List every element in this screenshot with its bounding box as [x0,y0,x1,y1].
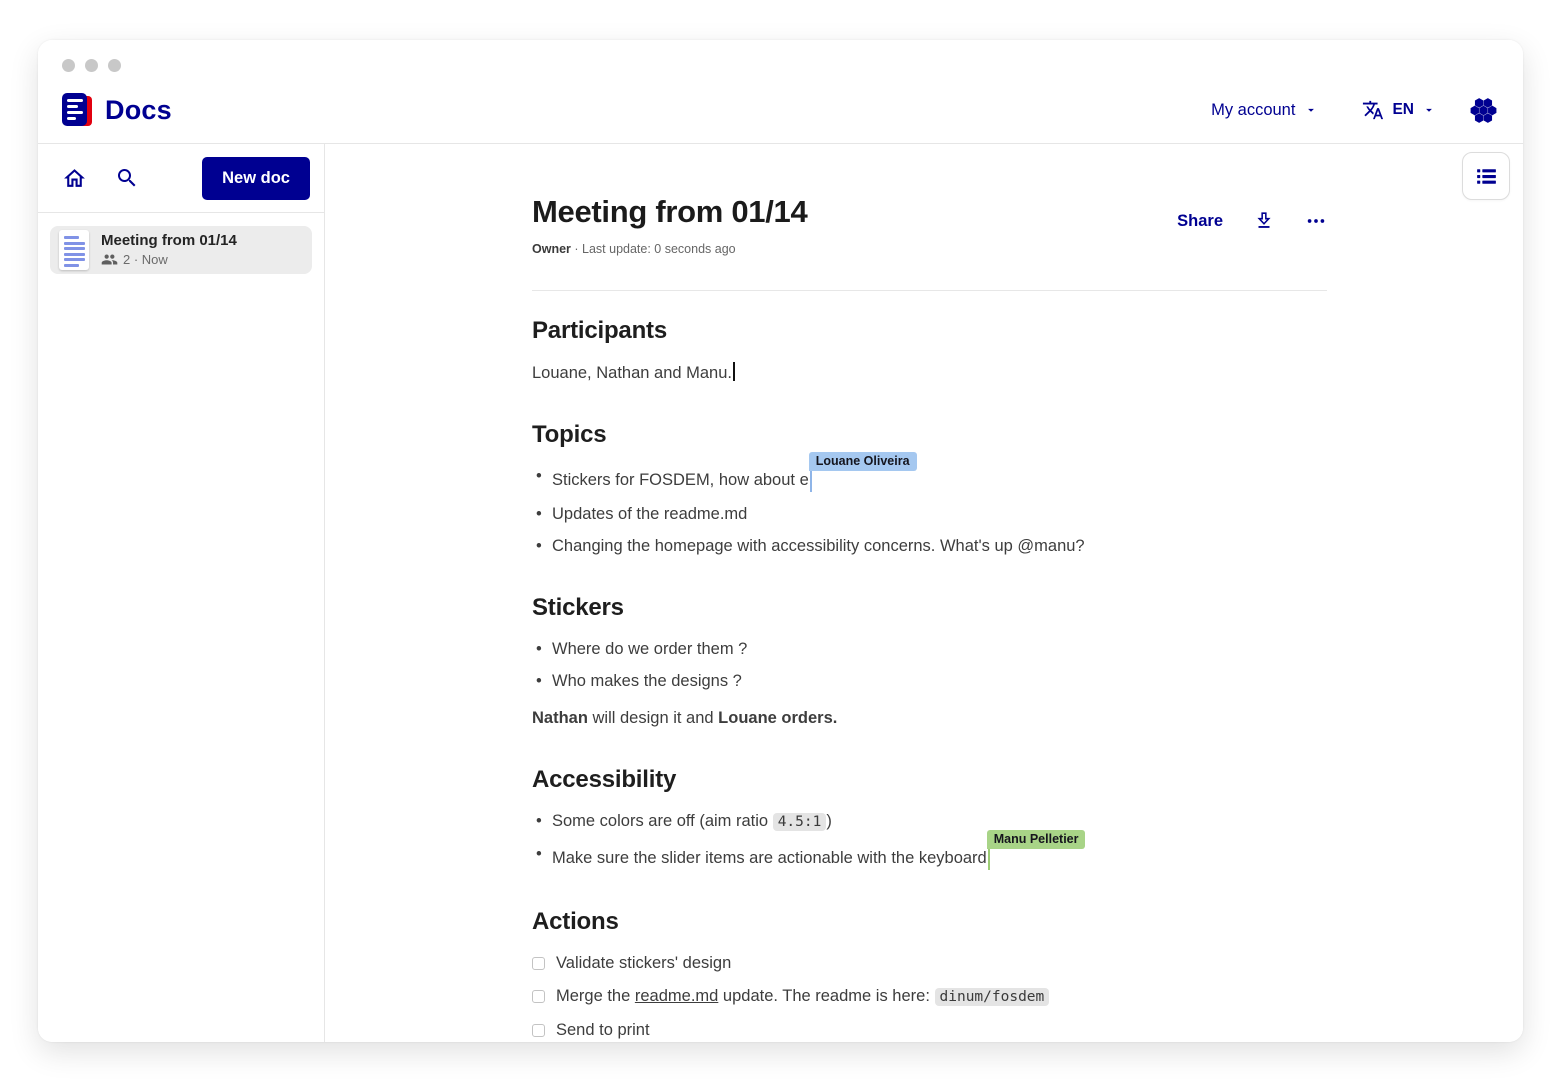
section-heading-actions: Actions [532,908,619,935]
section-heading-participants: Participants [532,317,667,344]
title-divider [532,290,1327,291]
remote-cursor-label: Louane Oliveira [808,452,917,471]
document-editor[interactable]: Meeting from 01/14 Owner · Last update: … [532,144,1327,1042]
window-dot[interactable] [62,59,75,72]
toc-list-icon [1474,164,1499,189]
bullet-item: Changing the homepage with accessibility… [532,536,1327,556]
code-chip: dinum/fosdem [934,988,1050,1006]
document-pane: Meeting from 01/14 Owner · Last update: … [325,144,1523,1042]
bullet-item: Where do we order them ? [532,639,1327,659]
stickers-note: Nathan will design it and Louane orders. [532,709,838,727]
download-icon[interactable] [1253,210,1275,232]
window-dot[interactable] [108,59,121,72]
window-dot[interactable] [85,59,98,72]
app-window: Docs My account EN [38,40,1523,1042]
bullet-item: Updates of the readme.md [532,504,1327,524]
my-account-menu[interactable]: My account [1211,101,1318,120]
chevron-down-icon [1304,103,1318,117]
language-selector[interactable]: EN [1362,99,1436,121]
doc-item-title: Meeting from 01/14 [101,232,237,249]
remote-cursor-label: Manu Pelletier [986,830,1086,849]
task-list: Validate stickers' design Merge the read… [532,953,1327,1040]
remote-cursor-louane: Louane Oliveira [808,452,917,492]
document-icon [59,230,89,270]
new-doc-button[interactable]: New doc [202,156,310,200]
sidebar-doc-item[interactable]: Meeting from 01/14 2 · Now [50,226,312,274]
task-item: Merge the readme.md update. The readme i… [532,986,1327,1007]
ellipsis-menu-icon[interactable] [1305,210,1327,232]
task-checkbox[interactable] [532,990,545,1003]
table-of-contents-button[interactable] [1462,152,1510,200]
readme-link[interactable]: readme.md [634,987,719,1005]
code-chip: 4.5:1 [772,813,827,831]
section-heading-topics: Topics [532,421,607,448]
app-logo[interactable]: Docs [62,93,172,127]
owner-badge: Owner [532,242,571,256]
task-checkbox[interactable] [532,956,545,970]
doc-item-collab-count: 2 [123,252,131,267]
bullet-item: Some colors are off (aim ratio 4.5:1) [532,811,1327,832]
participants-text: Louane, Nathan and Manu. [532,362,1327,383]
app-title: Docs [105,94,172,125]
window-controls[interactable] [62,59,121,72]
last-update-text: · Last update: 0 seconds ago [570,242,736,256]
section-heading-stickers: Stickers [532,594,624,621]
task-item: Send to print [532,1020,1327,1040]
remote-cursor-manu: Manu Pelletier [986,830,1086,870]
doc-item-time: · Now [130,252,168,267]
stickers-list: Where do we order them ? Who makes the d… [532,639,1327,691]
language-code: EN [1392,101,1414,118]
top-header: Docs My account EN [38,40,1523,144]
search-icon[interactable] [115,166,139,190]
accessibility-list: Some colors are off (aim ratio 4.5:1) Ma… [532,811,1327,870]
task-item: Validate stickers' design [532,953,1327,973]
people-icon [101,251,118,268]
bullet-item: Who makes the designs ? [532,671,1327,691]
text-cursor [733,362,735,381]
translate-icon [1362,99,1384,121]
la-suite-waffle-icon[interactable] [1468,95,1499,126]
home-icon[interactable] [62,166,87,191]
chevron-down-icon [1422,103,1436,117]
section-heading-accessibility: Accessibility [532,766,677,793]
task-checkbox[interactable] [532,1023,545,1037]
document-title[interactable]: Meeting from 01/14 [532,194,808,229]
bullet-item: Make sure the slider items are actionabl… [532,830,1327,870]
sidebar: New doc Meeting from 01/14 2 · Now [38,144,325,1042]
share-button[interactable]: Share [1177,211,1223,230]
book-logo-icon [62,93,94,127]
my-account-label: My account [1211,100,1296,119]
doc-item-meta: 2 · Now [101,251,237,268]
document-meta: Owner · Last update: 0 seconds ago [532,242,807,256]
